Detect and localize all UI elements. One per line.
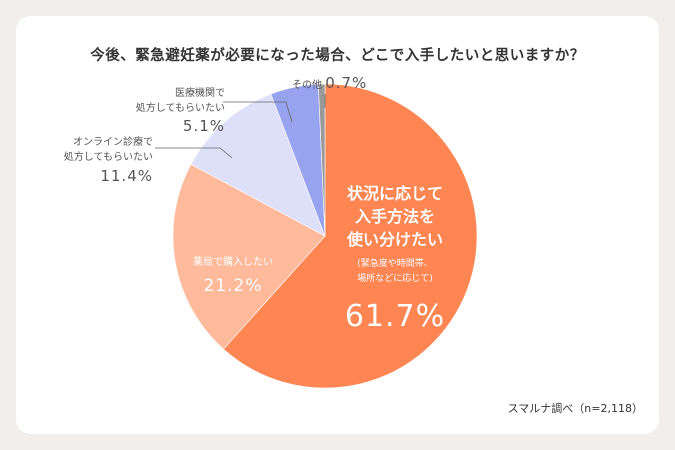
label-online-line1: オンライン診療で <box>73 137 153 148</box>
label-main-line3: 使い分けたい <box>346 230 443 249</box>
label-other: その他 0.7% <box>292 76 367 93</box>
label-other-pct: 0.7% <box>325 74 368 92</box>
label-main-line1: 状況に応じて <box>346 184 443 203</box>
label-main: 状況に応じて 入手方法を 使い分けたい (緊急度や時間帯、 場所などに応じて) … <box>330 182 460 339</box>
pie-slice-4 <box>318 83 326 237</box>
label-clinic-line1: 医療機関で <box>175 88 225 99</box>
pie-slice-1 <box>172 163 326 350</box>
label-main-note1: (緊急度や時間帯、 <box>357 259 433 269</box>
label-online-line2: 処方してもらいたい <box>63 152 153 163</box>
label-clinic: 医療機関で 処方してもらいたい 5.1% <box>136 86 225 136</box>
label-online-pct: 11.4% <box>100 167 153 185</box>
label-main-note2: 場所などに応じて) <box>357 274 433 284</box>
label-clinic-line2: 処方してもらいたい <box>135 103 225 114</box>
label-main-pct: 61.7% <box>344 299 446 334</box>
label-pharmacy-name: 薬局で購入したい <box>193 257 273 268</box>
label-main-line2: 入手方法を <box>354 207 435 226</box>
label-clinic-pct: 5.1% <box>182 117 225 135</box>
source-note: スマルナ調べ（n=2,118） <box>507 402 643 415</box>
pie-slice-2 <box>190 93 326 237</box>
chart-title: 今後、緊急避妊薬が必要になった場合、どこで入手したいと思いますか？ <box>90 48 585 64</box>
label-online: オンライン診療で 処方してもらいたい 11.4% <box>58 135 153 187</box>
pie-slice-0 <box>223 83 478 389</box>
label-other-name: その他 <box>292 80 322 91</box>
leader-line-clinic <box>223 101 293 123</box>
leader-line-online <box>155 147 233 159</box>
label-pharmacy-pct: 21.2% <box>203 276 263 296</box>
label-pharmacy: 薬局で購入したい 21.2% <box>188 255 278 302</box>
